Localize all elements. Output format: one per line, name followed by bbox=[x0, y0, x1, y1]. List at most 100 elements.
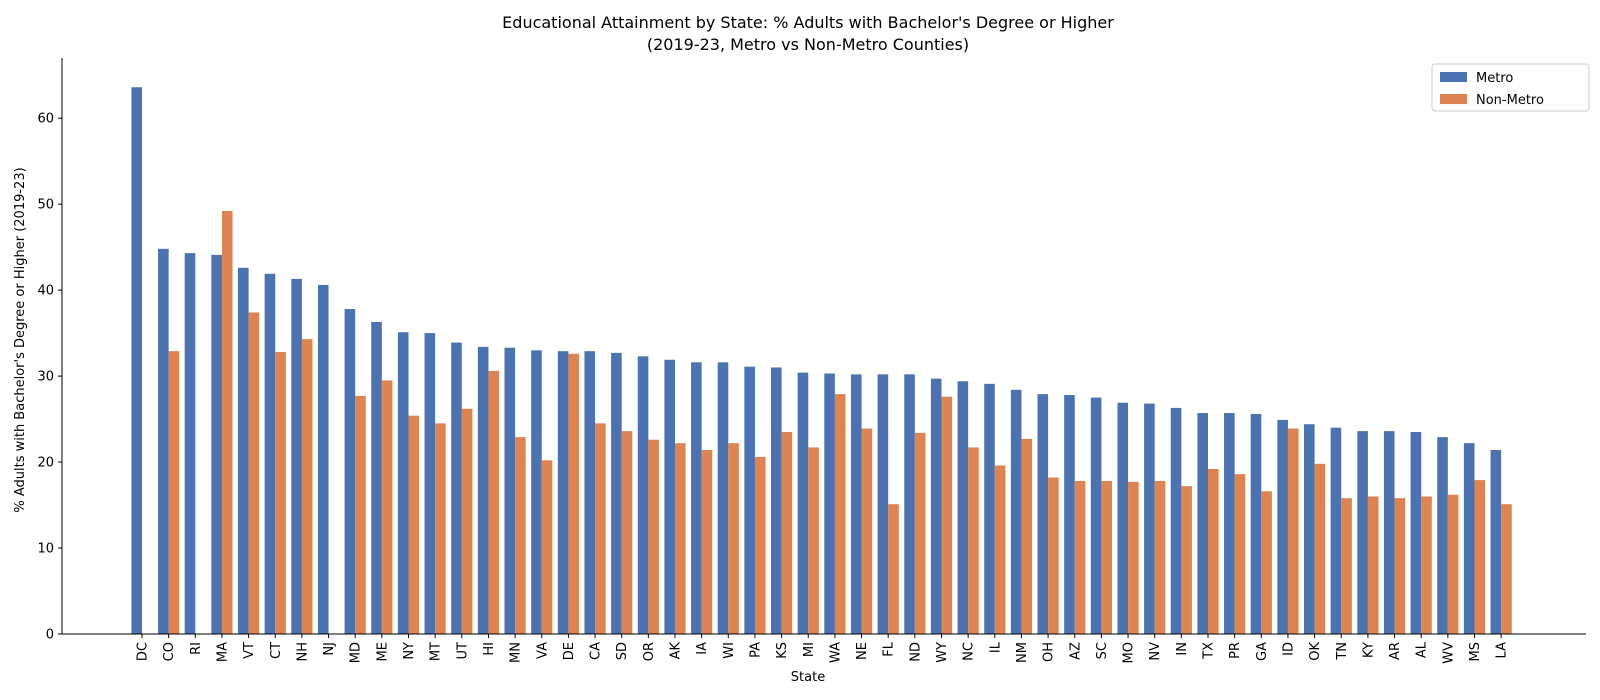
bar-non-metro-pr bbox=[1234, 474, 1246, 634]
x-tick-label-mt: MT bbox=[429, 642, 444, 661]
x-tick-label-dc: DC bbox=[136, 642, 151, 661]
x-tick-label-de: DE bbox=[562, 642, 577, 660]
bar-non-metro-mo bbox=[1128, 481, 1139, 634]
x-axis-label: State bbox=[791, 670, 825, 685]
x-tick-label-pa: PA bbox=[748, 642, 763, 658]
bar-non-metro-in bbox=[1181, 486, 1192, 634]
bar-metro-ma bbox=[211, 254, 222, 634]
y-tick-label-10: 10 bbox=[37, 542, 54, 557]
bar-non-metro-ny bbox=[408, 415, 420, 634]
x-tick-label-me: ME bbox=[375, 642, 390, 661]
bar-non-metro-ak bbox=[675, 443, 686, 634]
x-tick-label-il: IL bbox=[988, 641, 1003, 653]
x-tick-label-fl: FL bbox=[882, 641, 897, 656]
bar-metro-il bbox=[984, 383, 995, 634]
x-tick-label-ga: GA bbox=[1255, 642, 1270, 661]
x-tick-label-nv: NV bbox=[1148, 642, 1163, 661]
bar-metro-nc bbox=[957, 381, 969, 634]
bar-metro-ks bbox=[771, 367, 782, 634]
chart-subtitle: (2019-23, Metro vs Non-Metro Counties) bbox=[647, 35, 969, 54]
bar-non-metro-nh bbox=[301, 339, 313, 634]
bar-metro-ny bbox=[397, 332, 409, 634]
bar-non-metro-ga bbox=[1261, 491, 1272, 634]
y-tick-label-30: 30 bbox=[37, 370, 54, 385]
bar-non-metro-wi bbox=[728, 443, 739, 634]
bar-metro-al bbox=[1410, 431, 1422, 634]
bar-non-metro-pa bbox=[754, 456, 766, 634]
x-tick-label-ma: MA bbox=[215, 642, 230, 662]
x-tick-label-in: IN bbox=[1175, 642, 1190, 656]
bar-non-metro-de bbox=[568, 353, 579, 634]
bar-metro-va bbox=[531, 350, 542, 634]
y-tick-label-0: 0 bbox=[46, 628, 54, 643]
x-tick-label-ms: MS bbox=[1468, 642, 1483, 661]
bar-metro-wi bbox=[717, 362, 729, 634]
bar-metro-ga bbox=[1250, 413, 1262, 634]
bar-non-metro-or bbox=[648, 439, 659, 634]
bar-non-metro-nv bbox=[1154, 480, 1166, 634]
bar-non-metro-fl bbox=[888, 504, 899, 634]
bar-metro-mo bbox=[1117, 402, 1129, 634]
bar-non-metro-ky bbox=[1367, 496, 1379, 634]
chart-title: Educational Attainment by State: % Adult… bbox=[502, 13, 1114, 32]
bar-non-metro-il bbox=[994, 465, 1006, 634]
bar-non-metro-ar bbox=[1394, 498, 1406, 634]
bar-metro-la bbox=[1490, 450, 1502, 634]
x-tick-label-md: MD bbox=[349, 642, 364, 663]
x-tick-label-pr: PR bbox=[1228, 642, 1243, 659]
bar-non-metro-wa bbox=[834, 394, 846, 634]
bar-metro-wv bbox=[1437, 437, 1448, 634]
bar-non-metro-ca bbox=[595, 423, 606, 634]
bar-metro-nv bbox=[1144, 403, 1155, 634]
x-tick-label-id: ID bbox=[1281, 642, 1296, 656]
bar-metro-mt bbox=[424, 333, 436, 634]
x-tick-label-mo: MO bbox=[1122, 642, 1137, 663]
bar-metro-pr bbox=[1224, 413, 1235, 634]
x-tick-label-co: CO bbox=[162, 642, 177, 661]
bar-metro-ca bbox=[584, 351, 596, 634]
x-tick-label-nd: ND bbox=[908, 642, 923, 662]
bar-non-metro-sc bbox=[1101, 480, 1112, 634]
x-tick-label-wa: WA bbox=[828, 642, 843, 663]
bar-non-metro-mi bbox=[808, 447, 819, 634]
x-tick-label-oh: OH bbox=[1042, 642, 1057, 662]
bar-non-metro-wy bbox=[941, 396, 953, 634]
x-tick-label-nc: NC bbox=[962, 642, 977, 661]
bar-metro-me bbox=[371, 321, 382, 634]
legend-swatch-non-metro bbox=[1440, 94, 1467, 104]
x-tick-label-sc: SC bbox=[1095, 642, 1110, 659]
y-axis-label: % Adults with Bachelor's Degree or Highe… bbox=[13, 167, 28, 512]
bar-metro-nm bbox=[1010, 389, 1022, 634]
bar-metro-nh bbox=[291, 278, 302, 634]
bar-non-metro-ma bbox=[221, 211, 233, 634]
x-tick-label-ri: RI bbox=[189, 642, 204, 655]
bar-metro-ne bbox=[850, 374, 862, 634]
bar-non-metro-al bbox=[1421, 496, 1432, 634]
bar-metro-ak bbox=[664, 359, 675, 634]
x-tick-label-nm: NM bbox=[1015, 642, 1030, 663]
bar-non-metro-nm bbox=[1021, 438, 1033, 634]
x-tick-label-vt: VT bbox=[242, 642, 257, 659]
legend-frame bbox=[1431, 63, 1590, 112]
bar-metro-ut bbox=[451, 342, 462, 634]
y-tick-label-40: 40 bbox=[37, 284, 54, 299]
y-tick-label-20: 20 bbox=[37, 456, 54, 471]
bar-non-metro-ct bbox=[275, 352, 286, 634]
bar-metro-co bbox=[158, 248, 169, 634]
bar-metro-sd bbox=[611, 352, 622, 634]
bar-non-metro-ms bbox=[1474, 480, 1486, 634]
x-tick-label-mn: MN bbox=[509, 642, 524, 663]
x-tick-label-nj: NJ bbox=[322, 642, 337, 656]
x-tick-label-wv: WV bbox=[1441, 642, 1456, 664]
bar-non-metro-ok bbox=[1314, 463, 1326, 634]
bar-metro-ms bbox=[1463, 443, 1475, 634]
bar-metro-tx bbox=[1197, 413, 1208, 634]
bar-non-metro-sd bbox=[621, 431, 633, 634]
bar-metro-de bbox=[557, 351, 569, 634]
bar-metro-ar bbox=[1383, 431, 1395, 634]
bar-metro-md bbox=[344, 309, 356, 634]
bar-non-metro-mt bbox=[435, 423, 446, 634]
x-tick-label-mi: MI bbox=[802, 642, 817, 657]
